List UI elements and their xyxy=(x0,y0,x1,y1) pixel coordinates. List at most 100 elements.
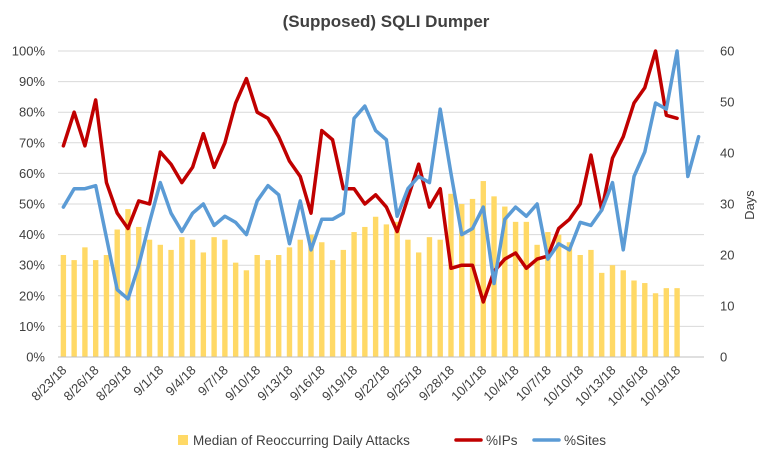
right-tick-label: 30 xyxy=(720,197,734,212)
bar xyxy=(232,262,239,357)
x-tick-label: 9/19/18 xyxy=(319,363,360,404)
bar xyxy=(555,234,562,357)
bar xyxy=(588,249,594,357)
bar xyxy=(512,221,519,357)
x-tick-label: 9/16/18 xyxy=(287,363,328,404)
bar xyxy=(319,242,325,357)
bar xyxy=(286,247,293,357)
bar xyxy=(459,204,465,357)
x-tick-label: 9/22/18 xyxy=(351,363,392,404)
line-series xyxy=(61,49,701,304)
bar xyxy=(71,260,77,357)
bar xyxy=(566,242,573,357)
left-tick-label: 80% xyxy=(19,105,45,120)
ips-line xyxy=(61,49,679,304)
bar xyxy=(276,255,282,357)
bar xyxy=(534,244,540,357)
bar xyxy=(523,221,530,357)
bar xyxy=(254,255,260,357)
legend: Median of Reoccurring Daily Attacks %IPs… xyxy=(178,433,606,448)
left-tick-label: 100% xyxy=(12,44,46,59)
bar xyxy=(297,239,303,357)
bar xyxy=(415,252,422,357)
bar xyxy=(480,181,486,357)
bar xyxy=(577,255,583,357)
bar xyxy=(200,252,207,357)
bar xyxy=(437,239,443,357)
bar xyxy=(136,226,142,357)
bar xyxy=(351,232,357,357)
bar xyxy=(383,224,390,357)
left-tick-label: 70% xyxy=(19,135,45,150)
left-tick-label: 10% xyxy=(19,319,45,334)
bar xyxy=(329,260,336,357)
bar xyxy=(405,239,411,357)
bar xyxy=(502,206,508,357)
left-axis: 0% 10% 20% 30% 40% 50% 60% 70% 80% 90% 100% xyxy=(12,44,46,365)
right-axis: 0 10 20 30 40 50 60 xyxy=(720,44,734,365)
right-tick-label: 40 xyxy=(720,146,734,161)
bar xyxy=(265,260,271,357)
bar xyxy=(394,221,400,357)
x-tick-label: 8/29/18 xyxy=(93,363,134,404)
bar xyxy=(362,226,368,357)
x-tick-label: 10/4/18 xyxy=(480,363,521,404)
left-tick-label: 50% xyxy=(19,197,45,212)
bar xyxy=(663,288,670,357)
legend-label-sites: %Sites xyxy=(564,433,606,448)
bar xyxy=(211,237,217,357)
bar xyxy=(179,237,185,357)
bar xyxy=(146,239,153,357)
bar xyxy=(308,234,314,357)
bar xyxy=(372,216,379,357)
bar xyxy=(243,270,250,357)
bar xyxy=(469,198,476,357)
bar xyxy=(620,270,626,357)
bar xyxy=(92,260,99,357)
bar xyxy=(652,293,659,357)
right-tick-label: 20 xyxy=(720,248,734,263)
bar xyxy=(125,209,131,357)
bar xyxy=(114,229,120,357)
bar xyxy=(448,193,454,357)
bar xyxy=(631,280,637,357)
sites-line xyxy=(61,49,701,301)
bar xyxy=(157,244,163,357)
bar xyxy=(168,249,174,357)
bar xyxy=(642,283,648,357)
right-tick-label: 10 xyxy=(720,299,734,314)
bar xyxy=(189,239,196,357)
bar xyxy=(222,239,228,357)
x-tick-label: 8/23/18 xyxy=(28,363,69,404)
left-tick-label: 60% xyxy=(19,166,45,181)
bar xyxy=(599,272,605,357)
left-tick-label: 30% xyxy=(19,258,45,273)
bar xyxy=(103,255,110,357)
bar xyxy=(609,265,616,357)
x-tick-label: 9/13/18 xyxy=(254,363,295,404)
legend-swatch-bars xyxy=(178,435,188,445)
bar xyxy=(60,255,67,357)
right-tick-label: 60 xyxy=(720,44,734,59)
x-tick-label: 9/10/18 xyxy=(222,363,263,404)
legend-label-bars: Median of Reoccurring Daily Attacks xyxy=(193,433,410,448)
bar xyxy=(674,288,680,357)
right-tick-label: 50 xyxy=(720,95,734,110)
gridlines xyxy=(58,50,704,358)
x-tick-label: 9/28/18 xyxy=(416,363,457,404)
x-axis: 8/23/188/26/188/29/189/1/189/4/189/7/189… xyxy=(28,356,704,409)
right-axis-label: Days xyxy=(742,190,757,220)
bar xyxy=(340,249,347,357)
x-tick-label: 8/26/18 xyxy=(61,363,102,404)
left-tick-label: 20% xyxy=(19,288,45,303)
x-tick-label: 10/1/18 xyxy=(448,363,489,404)
chart-title: (Supposed) SQLI Dumper xyxy=(283,12,490,31)
x-tick-label: 9/25/18 xyxy=(384,363,425,404)
bar xyxy=(82,247,88,357)
left-tick-label: 0% xyxy=(26,350,45,365)
bar xyxy=(545,232,551,357)
x-tick-label: 9/4/18 xyxy=(163,363,199,399)
x-tick-label: 9/1/18 xyxy=(130,363,166,399)
bar xyxy=(426,237,433,357)
